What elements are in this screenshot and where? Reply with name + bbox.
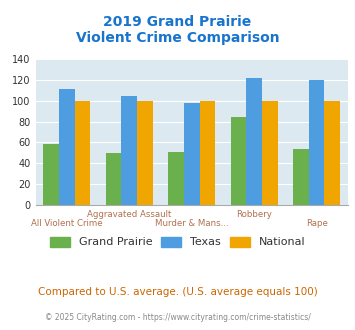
Bar <box>75 101 90 205</box>
Bar <box>293 148 309 205</box>
Bar <box>106 153 121 205</box>
Text: Compared to U.S. average. (U.S. average equals 100): Compared to U.S. average. (U.S. average … <box>38 287 317 297</box>
Bar <box>309 80 324 205</box>
Text: 2019 Grand Prairie: 2019 Grand Prairie <box>103 15 252 29</box>
Bar <box>59 89 75 205</box>
Text: Robbery: Robbery <box>236 210 272 218</box>
Text: Murder & Mans...: Murder & Mans... <box>155 219 229 228</box>
Text: Violent Crime Comparison: Violent Crime Comparison <box>76 31 279 45</box>
Text: © 2025 CityRating.com - https://www.cityrating.com/crime-statistics/: © 2025 CityRating.com - https://www.city… <box>45 313 310 322</box>
Bar <box>121 96 137 205</box>
Text: Rape: Rape <box>306 219 328 228</box>
Text: Aggravated Assault: Aggravated Assault <box>87 210 171 218</box>
Bar <box>184 103 200 205</box>
Bar <box>324 101 340 205</box>
Legend: Grand Prairie, Texas, National: Grand Prairie, Texas, National <box>50 237 305 247</box>
Bar <box>43 145 59 205</box>
Bar <box>137 101 153 205</box>
Bar <box>200 101 215 205</box>
Bar <box>262 101 278 205</box>
Bar <box>231 117 246 205</box>
Bar <box>168 152 184 205</box>
Bar <box>246 78 262 205</box>
Text: All Violent Crime: All Violent Crime <box>31 219 103 228</box>
